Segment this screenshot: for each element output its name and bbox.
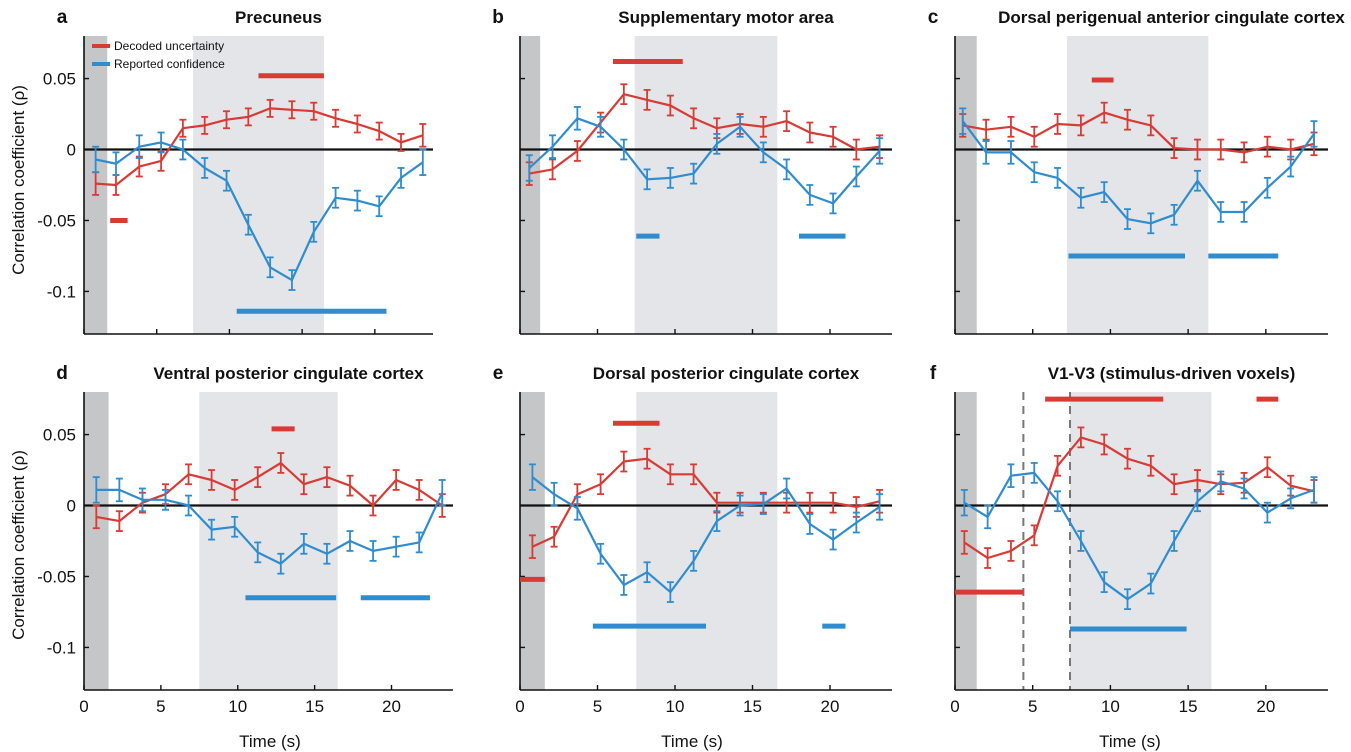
y-tick-label: 0: [67, 497, 76, 516]
series-confidence: [528, 463, 884, 603]
stimulus-window-shade: [636, 392, 778, 690]
series-uncertainty: [960, 426, 1318, 569]
series-line-uncertainty: [529, 93, 880, 175]
series-line-uncertainty: [96, 461, 443, 523]
x-axis-label: Time (s): [1099, 732, 1161, 751]
legend: Decoded uncertainty Reported confidence: [92, 39, 225, 71]
series-line-confidence: [963, 471, 1315, 601]
y-tick-label: 0.05: [43, 426, 76, 445]
legend-confidence-label: Reported confidence: [114, 57, 225, 71]
y-tick-label: -0.1: [47, 282, 76, 301]
x-tick-label: 20: [382, 697, 401, 716]
x-tick-label: 20: [821, 697, 840, 716]
stimulus-window-shade: [634, 36, 778, 334]
series-uncertainty: [92, 98, 427, 196]
panel-f: 0 5 10 15 20 V1-V3 (stimulus-driven voxels) f T…: [930, 363, 1328, 751]
x-tick-label: 0: [950, 697, 959, 716]
y-axis-label-top: Correlation coefficient (ρ): [9, 85, 28, 275]
y-axis-label-bottom: Correlation coefficient (ρ): [9, 450, 28, 640]
series-line-uncertainty: [962, 111, 1315, 154]
x-tick-label: 5: [1028, 697, 1037, 716]
x-tick-label: 10: [228, 697, 247, 716]
y-tick-label: -0.05: [37, 567, 76, 586]
series-line-confidence: [961, 120, 1315, 225]
x-tick-label: 15: [1179, 697, 1198, 716]
series-line-confidence: [531, 476, 881, 594]
series-line-uncertainty: [531, 457, 880, 548]
series-line-confidence: [96, 488, 444, 565]
x-tick-label: 10: [1101, 697, 1120, 716]
panel-title: Dorsal posterior cingulate cortex: [593, 364, 860, 383]
panel-letter: c: [928, 7, 939, 28]
panel-letter: b: [492, 7, 504, 28]
x-tick-label: 5: [156, 697, 165, 716]
panel-title: Dorsal perigenual anterior cingulate cor…: [998, 8, 1345, 27]
series-confidence: [960, 462, 1318, 611]
x-tick-label: 15: [305, 697, 324, 716]
stimulus-window-shade: [193, 36, 324, 334]
series-uncertainty: [528, 447, 884, 559]
y-tick-label: -0.1: [47, 638, 76, 657]
panel-letter: d: [56, 363, 68, 384]
panel-e: 0 5 10 15 20 Dorsal posterior cingulate corte…: [493, 363, 892, 751]
x-tick-label: 10: [666, 697, 685, 716]
y-tick-label: 0.05: [43, 70, 76, 89]
y-tick-label: 0: [67, 141, 76, 160]
panel-letter: e: [493, 363, 504, 384]
x-tick-label: 15: [743, 697, 762, 716]
panel-a: 0.05 0 -0.05 -0.1 Precuneus a: [37, 7, 433, 335]
stimulus-window-shade: [1070, 392, 1212, 690]
x-axis-label: Time (s): [239, 732, 301, 751]
series-line-confidence: [95, 141, 424, 282]
baseline-window-shade: [955, 392, 977, 690]
x-tick-label: 0: [79, 697, 88, 716]
panel-b: Supplementary motor area b: [492, 7, 892, 335]
series-confidence: [92, 131, 427, 291]
series-uncertainty: [92, 452, 446, 532]
stimulus-window-shade: [1066, 36, 1209, 334]
panel-c: Dorsal perigenual anterior cingulate cor…: [928, 7, 1345, 335]
series-confidence: [959, 107, 1318, 235]
baseline-window-shade: [84, 392, 109, 690]
panel-d: 0.05 0 -0.05 -0.1 0 5 10 15 20 Ventral posterior …: [37, 363, 453, 751]
stimulus-window-shade: [199, 392, 338, 690]
panel-title: V1-V3 (stimulus-driven voxels): [1048, 364, 1296, 383]
panel-letter: f: [930, 363, 937, 384]
y-tick-label: -0.05: [37, 211, 76, 230]
panel-letter: a: [57, 7, 68, 28]
series-confidence: [92, 476, 446, 575]
x-axis-label: Time (s): [661, 732, 723, 751]
x-tick-label: 5: [593, 697, 602, 716]
series-line-uncertainty: [95, 107, 424, 187]
panel-title: Ventral posterior cingulate cortex: [153, 364, 424, 383]
baseline-window-shade: [955, 36, 977, 334]
series-line-confidence: [528, 117, 881, 205]
x-tick-label: 20: [1256, 697, 1275, 716]
series-line-uncertainty: [963, 436, 1315, 560]
series-confidence: [525, 106, 884, 215]
x-tick-label: 0: [515, 697, 524, 716]
panel-title: Precuneus: [235, 8, 322, 27]
panel-title: Supplementary motor area: [618, 8, 834, 27]
legend-uncertainty-label: Decoded uncertainty: [114, 39, 224, 53]
